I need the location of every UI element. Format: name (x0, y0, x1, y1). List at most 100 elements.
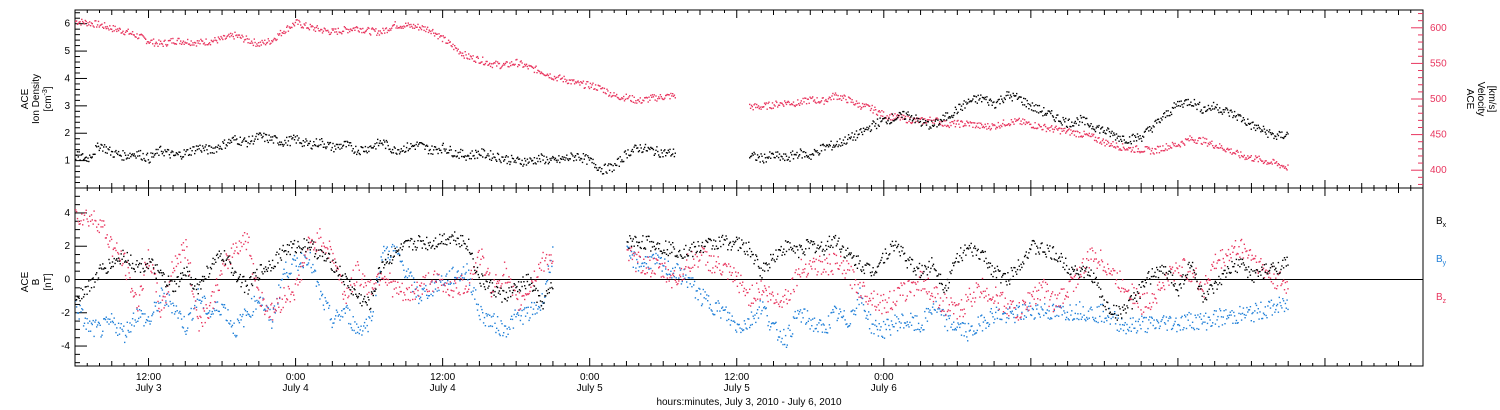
by-point (1275, 308, 1277, 311)
by-point (544, 296, 546, 298)
by-point (270, 319, 272, 321)
density-point (798, 155, 800, 157)
velocity-point (1266, 163, 1268, 165)
by-point (253, 295, 255, 298)
by-point (1146, 331, 1148, 334)
velocity-point (107, 27, 109, 30)
velocity-point (556, 80, 558, 82)
velocity-point (1144, 146, 1146, 148)
density-point (903, 110, 905, 113)
density-point (1051, 115, 1054, 117)
density-point (551, 157, 553, 159)
velocity-point (819, 101, 822, 103)
by-point (663, 265, 665, 267)
velocity-point (442, 35, 444, 37)
density-point (594, 166, 596, 169)
velocity-point (236, 36, 239, 38)
bz-point (905, 298, 908, 301)
bz-point (1000, 292, 1002, 294)
velocity-point (1249, 156, 1252, 158)
density-point (1006, 91, 1008, 93)
by-point (1167, 320, 1169, 322)
bz-point (547, 268, 550, 270)
density-point (1159, 121, 1161, 124)
density-point (1173, 102, 1175, 104)
density-point (1268, 129, 1271, 131)
density-point (1107, 128, 1110, 130)
bz-point (539, 261, 542, 264)
density-point (944, 115, 946, 117)
by-point (968, 330, 971, 332)
velocity-point (670, 92, 672, 95)
by-point (1173, 323, 1175, 325)
velocity-point (1007, 123, 1009, 126)
by-point (124, 341, 126, 344)
density-point (766, 156, 768, 159)
by-point (1013, 316, 1015, 319)
density-point (1008, 91, 1010, 93)
velocity-point (464, 51, 466, 53)
by-point (186, 330, 188, 332)
velocity-point (812, 96, 814, 98)
bz-point (340, 275, 342, 277)
by-point (1232, 322, 1234, 324)
by-point (473, 287, 475, 289)
velocity-point (284, 32, 286, 35)
bz-point (780, 300, 782, 302)
velocity-point (110, 28, 113, 30)
by-point (1079, 301, 1081, 303)
by-point (488, 325, 490, 328)
density-point (1104, 132, 1106, 134)
density-point (888, 117, 890, 120)
velocity-point (827, 98, 830, 100)
by-point (271, 327, 273, 329)
by-point (294, 259, 297, 261)
by-point (996, 317, 999, 320)
density-point (657, 150, 659, 153)
bz-point (410, 291, 412, 293)
bz-point (136, 307, 138, 309)
by-point (470, 291, 472, 293)
velocity-point (792, 101, 795, 103)
velocity-point (779, 102, 781, 104)
bz-point (222, 263, 224, 265)
by-point (834, 306, 837, 308)
velocity-point (855, 100, 858, 102)
density-point (270, 136, 272, 138)
bz-point (515, 294, 517, 296)
by-point (279, 286, 282, 289)
velocity-point (94, 20, 96, 22)
by-point (392, 250, 395, 252)
density-point (211, 152, 213, 154)
by-point (691, 286, 693, 288)
density-point (672, 148, 675, 150)
density-point (1062, 116, 1064, 119)
density-point (347, 141, 349, 143)
density-point (321, 140, 324, 143)
density-point (938, 123, 941, 125)
density-point (607, 164, 609, 167)
density-point (147, 159, 150, 161)
density-point (83, 158, 86, 160)
velocity-point (608, 95, 610, 97)
bz-point (677, 282, 679, 285)
bz-point (215, 284, 217, 287)
top-panel-frame (74, 9, 1424, 189)
density-point (341, 147, 343, 149)
density-point (113, 156, 115, 158)
density-point (1270, 133, 1273, 136)
by-point (472, 290, 474, 292)
velocity-point (214, 37, 216, 39)
velocity-point (925, 122, 928, 124)
density-point (139, 149, 142, 152)
density-point (317, 145, 319, 148)
by-point (180, 313, 182, 315)
by-point (89, 330, 92, 332)
bz-point (795, 269, 797, 271)
density-point (371, 147, 374, 149)
density-point (1037, 112, 1040, 114)
velocity-point (124, 33, 126, 36)
bz-point (453, 290, 455, 292)
velocity-point (917, 121, 920, 124)
density-point (1072, 125, 1074, 127)
